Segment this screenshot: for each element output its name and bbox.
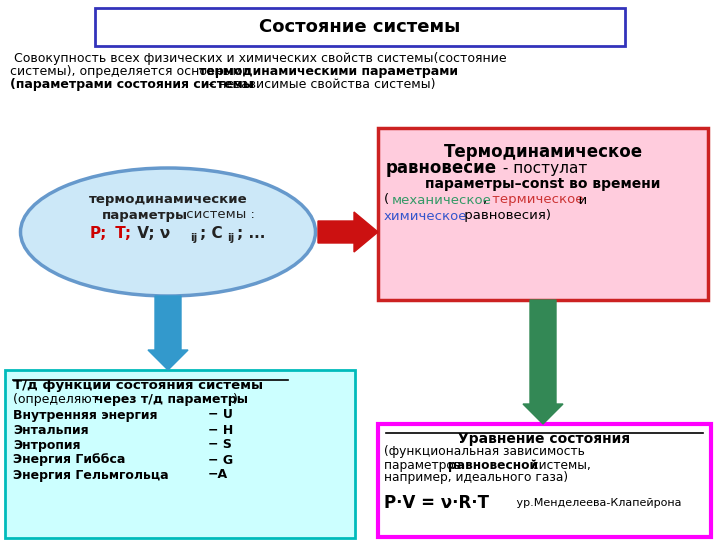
Text: через т/д параметры: через т/д параметры (95, 393, 248, 406)
Text: Термодинамическое: Термодинамическое (444, 143, 642, 161)
Text: P;: P; (90, 226, 107, 241)
FancyBboxPatch shape (95, 8, 625, 46)
Text: − G: − G (208, 454, 233, 467)
Text: (функциональная зависимость: (функциональная зависимость (384, 446, 585, 458)
Text: Совокупность всех физических и химических свойств системы(состояние: Совокупность всех физических и химически… (10, 52, 507, 65)
Text: Внутренняя энергия: Внутренняя энергия (13, 408, 158, 422)
Text: −А: −А (208, 469, 228, 482)
Text: механическое: механическое (392, 193, 492, 206)
Text: Состояние системы: Состояние системы (259, 18, 461, 36)
Text: T;: T; (110, 226, 131, 241)
Text: системы), определяется основными: системы), определяется основными (10, 65, 254, 78)
Text: Т/д функции состояния системы: Т/д функции состояния системы (13, 379, 263, 392)
Text: – независимые свойства системы): – независимые свойства системы) (204, 78, 436, 91)
Text: системы :: системы : (182, 208, 255, 221)
Text: химическое: химическое (384, 210, 467, 222)
Text: V; ν: V; ν (132, 226, 170, 241)
Text: ; C: ; C (200, 226, 222, 241)
Text: − U: − U (208, 408, 233, 422)
Text: (определяют: (определяют (13, 393, 103, 406)
Polygon shape (318, 212, 378, 252)
Text: ): ) (233, 393, 238, 406)
Text: равновесия): равновесия) (460, 210, 551, 222)
FancyBboxPatch shape (5, 370, 355, 538)
Text: ,: , (482, 193, 486, 206)
FancyBboxPatch shape (378, 424, 711, 537)
Text: параметры–const во времени: параметры–const во времени (426, 177, 661, 191)
Text: системы,: системы, (528, 458, 591, 471)
Polygon shape (148, 296, 188, 370)
Text: (: ( (384, 193, 389, 206)
Text: Уравнение состояния: Уравнение состояния (458, 432, 630, 446)
Text: Энтропия: Энтропия (13, 438, 81, 451)
Text: - постулат: - постулат (498, 160, 588, 176)
Text: термодинамические: термодинамические (89, 193, 247, 206)
Polygon shape (523, 300, 563, 424)
Text: P·V = ν·R·T: P·V = ν·R·T (384, 494, 489, 512)
Text: параметров: параметров (384, 458, 465, 471)
Text: Энергия Гельмгольца: Энергия Гельмгольца (13, 469, 168, 482)
Text: и: и (570, 193, 588, 206)
Text: ij: ij (190, 233, 197, 243)
Text: параметры: параметры (102, 208, 188, 221)
Text: ij: ij (227, 233, 234, 243)
Text: термическое: термическое (488, 193, 583, 206)
Text: − H: − H (208, 423, 233, 436)
Text: ур.Менделеева-Клапейрона: ур.Менделеева-Клапейрона (513, 498, 682, 508)
Ellipse shape (20, 168, 315, 296)
Text: равновесие: равновесие (386, 159, 497, 177)
FancyBboxPatch shape (378, 128, 708, 300)
Text: Энергия Гиббса: Энергия Гиббса (13, 454, 125, 467)
Text: равновесной: равновесной (448, 458, 538, 471)
Text: например, идеального газа): например, идеального газа) (384, 471, 568, 484)
Text: термодинамическими параметрами: термодинамическими параметрами (199, 65, 458, 78)
Text: Энтальпия: Энтальпия (13, 423, 89, 436)
Text: (параметрами состояния системы: (параметрами состояния системы (10, 78, 254, 91)
Text: − S: − S (208, 438, 232, 451)
Text: ; ...: ; ... (237, 226, 266, 241)
